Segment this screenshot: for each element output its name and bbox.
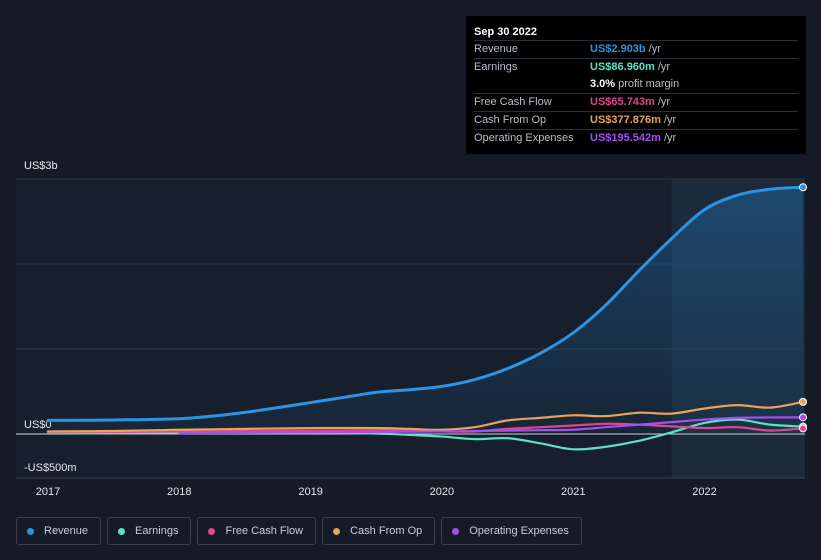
end-marker-operating-expenses (799, 413, 807, 422)
tooltip-row-label: Cash From Op (474, 114, 547, 126)
tooltip-date: Sep 30 2022 (474, 26, 537, 38)
revenue-area (48, 187, 803, 434)
tooltip-row: 3.0% profit margin (474, 76, 798, 93)
series-line-free-cash-flow (46, 422, 805, 434)
tooltip-row-label: Free Cash Flow (474, 96, 552, 108)
legend-item-earnings[interactable]: Earnings (107, 517, 192, 545)
x-tick-label: 2018 (167, 486, 191, 498)
tooltip-row-value: US$195.542m (590, 132, 661, 144)
x-tick-label: 2021 (561, 486, 585, 498)
legend-item-operating-expenses[interactable]: Operating Expenses (441, 517, 582, 545)
x-tick-label: 2020 (430, 486, 454, 498)
series-line-cash-from-op (46, 400, 805, 433)
legend-label: Free Cash Flow (225, 525, 304, 537)
legend-label: Revenue (44, 525, 89, 537)
end-marker-free-cash-flow (799, 424, 807, 433)
tooltip-row: Free Cash Flow US$65.743m/yr (474, 93, 798, 111)
tooltip-row-unit: profit margin (618, 78, 680, 90)
tooltip-row-value: US$86.960m (590, 61, 655, 73)
tooltip-row-unit: /yr (657, 61, 671, 73)
tooltip-row: Cash From Op US$377.876m/yr (474, 111, 798, 129)
legend-item-cash-from-op[interactable]: Cash From Op (322, 517, 436, 545)
legend-item-free-cash-flow[interactable]: Free Cash Flow (197, 517, 317, 545)
y-tick-label: -US$500m (24, 462, 77, 474)
series-line-operating-expenses (178, 416, 805, 435)
legend-dot-icon (208, 527, 216, 535)
legend-label: Operating Expenses (469, 525, 569, 537)
x-tick-label: 2017 (36, 486, 60, 498)
legend-dot-icon (333, 527, 341, 535)
end-marker-cash-from-op (799, 397, 807, 406)
tooltip-row-value: US$65.743m (590, 96, 655, 108)
legend-dot-icon (27, 527, 34, 535)
x-tick-label: 2022 (692, 486, 716, 498)
x-tick-label: 2019 (298, 486, 322, 498)
tooltip-row-unit: /yr (663, 114, 677, 126)
tooltip-row-label: Earnings (474, 61, 518, 73)
legend: Revenue Earnings Free Cash Flow Cash From O… (16, 517, 582, 545)
tooltip-row: Earnings US$86.960m/yr (474, 58, 798, 76)
legend-dot-icon (118, 527, 126, 535)
tooltip-row-unit: /yr (648, 43, 661, 55)
tooltip-panel: Sep 30 2022 Revenue US$2.903b/yr Earnings U… (466, 16, 806, 154)
legend-dot-icon (452, 527, 460, 535)
tooltip-row-value: US$2.903b (590, 43, 646, 55)
series-line-revenue (46, 185, 805, 422)
y-tick-label: US$0 (24, 419, 52, 431)
tooltip-row-value: US$377.876m (590, 114, 661, 126)
tooltip-row-label (474, 76, 590, 93)
tooltip-row-value: 3.0% (590, 78, 616, 90)
legend-label: Earnings (135, 525, 179, 537)
end-marker-revenue (799, 183, 807, 192)
tooltip-row: Operating Expenses US$195.542m/yr (474, 129, 798, 147)
tooltip-row-unit: /yr (657, 96, 671, 108)
tooltip-row: Revenue US$2.903b/yr (474, 40, 798, 58)
legend-label: Cash From Op (350, 525, 423, 537)
tooltip-row-unit: /yr (663, 132, 677, 144)
tooltip-row-label: Revenue (474, 43, 519, 55)
y-tick-label: US$3b (24, 160, 58, 172)
tooltip-row-label: Operating Expenses (474, 132, 574, 144)
legend-item-revenue[interactable]: Revenue (16, 517, 102, 545)
